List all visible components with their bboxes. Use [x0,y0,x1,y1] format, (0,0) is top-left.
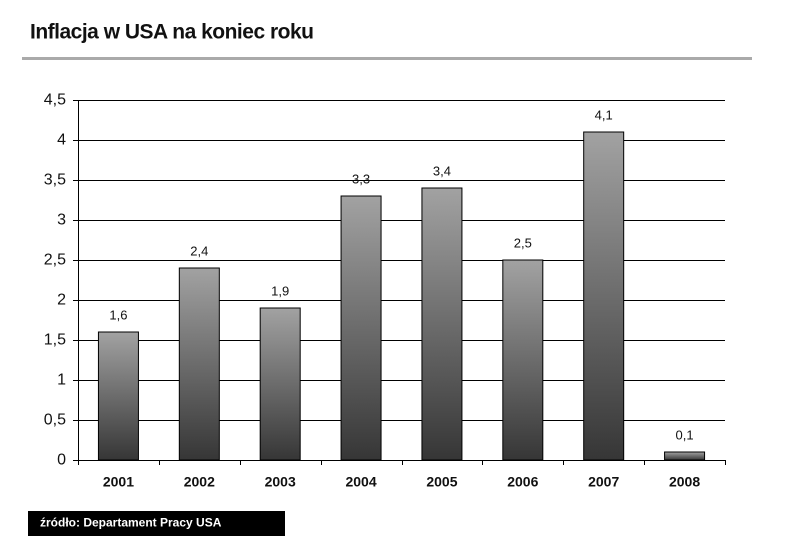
y-tick-label: 3 [57,212,66,229]
source-box [28,511,285,536]
value-label: 4,1 [595,107,613,122]
value-label: 3,3 [352,171,370,186]
x-tick-label: 2002 [184,474,215,490]
chart-title: Inflacja w USA na koniec roku [30,21,313,44]
bar [583,131,625,461]
y-tick-label: 1,5 [44,332,66,349]
value-label: 1,6 [109,307,127,322]
value-label: 2,4 [190,243,208,258]
bar [97,331,139,461]
value-label: 1,9 [271,283,289,298]
x-tick-label: 2003 [265,474,296,490]
bar [664,451,706,461]
x-tick-label: 2005 [426,474,457,490]
bar [340,195,382,461]
value-label: 2,5 [514,235,532,250]
y-tick-label: 0,5 [44,412,66,429]
y-tick-label: 2 [57,292,66,309]
x-tick-label: 2001 [103,474,134,490]
y-tick-label: 0 [57,452,66,469]
x-tick-label: 2007 [588,474,619,490]
x-tick-label: 2006 [507,474,538,490]
y-tick-label: 1 [57,372,66,389]
bar [502,259,544,461]
y-tick-label: 4,5 [44,92,66,109]
source: źródło: Departament Pracy USA [40,516,222,530]
bar [421,187,463,461]
y-tick-label: 2,5 [44,252,66,269]
bar [259,307,301,461]
y-tick-label: 4 [57,132,66,149]
value-label: 0,1 [676,427,694,442]
x-tick-label: 2008 [669,474,700,490]
value-label: 3,4 [433,163,451,178]
x-tick-label: 2004 [345,474,376,490]
bar [178,267,220,461]
y-tick-label: 3,5 [44,172,66,189]
